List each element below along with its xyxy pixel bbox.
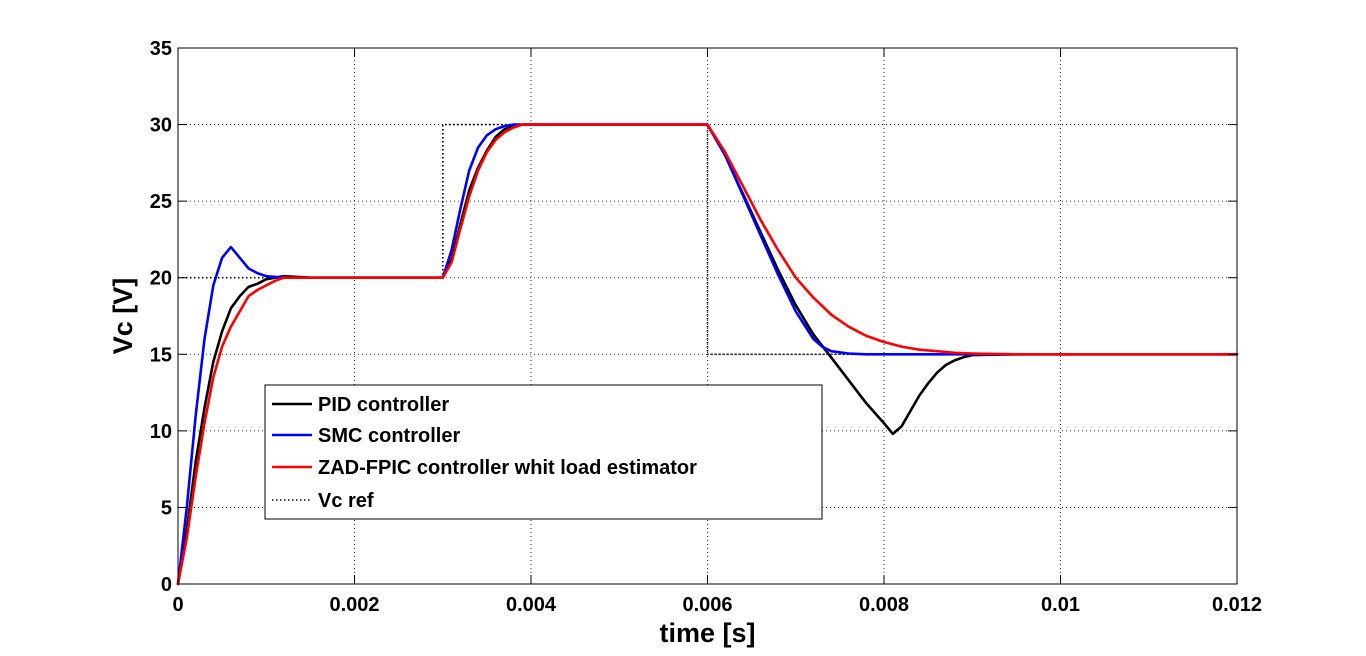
- ticks: 0 0.002 0.004 0.006 0.008 0.01 0.012 0 5 10 15 20 25…: [150, 38, 1262, 616]
- y-axis-label: Vc [V]: [108, 278, 138, 355]
- legend-box: [264, 384, 823, 520]
- x-tick-label: 0.004: [506, 594, 557, 616]
- legend-label: SMC controller: [318, 425, 460, 447]
- x-tick-label: 0.002: [329, 594, 379, 616]
- y-tick-label: 15: [150, 344, 172, 366]
- y-tick-label: 0: [161, 574, 172, 596]
- x-axis-label: time [s]: [659, 618, 755, 648]
- y-tick-label: 30: [150, 115, 172, 137]
- x-tick-label: 0.01: [1041, 594, 1080, 616]
- y-tick-label: 20: [150, 268, 172, 290]
- legend: PID controller SMC controller ZAD-FPIC con…: [264, 384, 823, 520]
- y-tick-label: 10: [150, 421, 172, 443]
- series-line-2: [176, 123, 1239, 586]
- x-tick-label: 0.008: [859, 594, 909, 616]
- series-line-1: [176, 123, 1239, 586]
- x-tick-label: 0.012: [1212, 594, 1262, 616]
- y-tick-label: 35: [150, 38, 172, 60]
- y-tick-label: 5: [161, 497, 172, 519]
- legend-label: PID controller: [318, 394, 449, 416]
- legend-label: ZAD-FPIC controller whit load estimator: [318, 457, 697, 479]
- x-tick-label: 0: [172, 594, 183, 616]
- legend-label: Vc ref: [318, 490, 374, 512]
- x-tick-label: 0.006: [682, 594, 732, 616]
- series-layer: [176, 123, 1239, 586]
- y-tick-label: 25: [150, 191, 172, 213]
